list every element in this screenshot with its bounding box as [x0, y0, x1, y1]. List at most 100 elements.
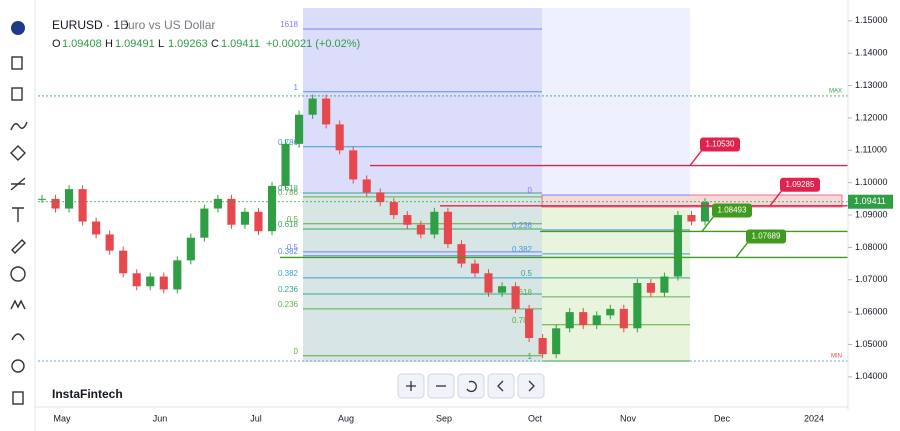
- candle: [213, 198, 222, 209]
- fib-tool[interactable]: [10, 177, 26, 191]
- price-tag: [780, 177, 820, 192]
- ohlc-value: 1.09263: [168, 38, 208, 50]
- candle: [538, 338, 547, 355]
- price-tag: [712, 203, 752, 218]
- candle: [78, 189, 87, 222]
- x-tick-label: Nov: [620, 413, 637, 423]
- y-tick-label: 1.04000: [855, 371, 888, 381]
- function-tool[interactable]: [10, 121, 28, 131]
- ohlc-key: H: [105, 38, 113, 50]
- symbol: EURUSD · 1D: [52, 18, 129, 32]
- y-tick-label: 1.06000: [855, 306, 888, 316]
- y-tick-label: 1.10000: [855, 177, 888, 187]
- cursor-tool[interactable]: [11, 56, 23, 70]
- x-tick-label: 2024: [804, 413, 824, 423]
- candle: [132, 273, 141, 287]
- y-tick-label: 1.11000: [855, 145, 887, 155]
- price-tag: [746, 229, 786, 244]
- candle: [525, 308, 534, 339]
- y-tick-label: 1.14000: [855, 48, 888, 58]
- candle: [416, 224, 425, 235]
- scroll-left-button[interactable]: [487, 373, 515, 399]
- candle: [308, 98, 317, 115]
- candle: [592, 315, 601, 326]
- x-tick-label: Sep: [436, 413, 452, 423]
- candle: [254, 211, 263, 232]
- fib-label: 0.236: [278, 285, 299, 294]
- candle: [159, 276, 168, 290]
- fib-label: 0.5: [521, 269, 533, 278]
- y-tick-label: 1.07000: [855, 274, 888, 284]
- scroll-right-button[interactable]: [517, 373, 545, 399]
- candle: [700, 202, 710, 222]
- candle: [362, 179, 371, 193]
- candle: [376, 192, 385, 203]
- text-tool[interactable]: [12, 207, 24, 222]
- price-tag: [700, 137, 740, 152]
- ohlc-key: C: [211, 38, 219, 50]
- fib-label: 0.786: [278, 138, 299, 147]
- fib-zone-right-top: [542, 8, 690, 195]
- fib-label: 0: [528, 186, 533, 195]
- fib-label: 1: [294, 83, 299, 92]
- pattern-tool[interactable]: [10, 299, 26, 310]
- ohlc-key: L: [158, 38, 164, 50]
- brush-tool[interactable]: [11, 239, 26, 254]
- logo-button[interactable]: [11, 21, 25, 35]
- right-icon: [528, 380, 535, 392]
- fib-label: 0.5: [287, 215, 299, 224]
- candle: [295, 114, 304, 144]
- node-tool[interactable]: [10, 145, 26, 161]
- last-price-tag: [848, 194, 893, 209]
- resistance-zone: [541, 194, 843, 208]
- ohlc-value: 1.09491: [115, 38, 155, 50]
- price-tag-label: 1.08493: [718, 206, 747, 215]
- ohlc-key: O: [52, 38, 61, 50]
- trash-tool[interactable]: [12, 391, 24, 405]
- fib-label: 0.382: [512, 245, 533, 254]
- left-icon: [497, 380, 504, 392]
- hide-tool[interactable]: [11, 359, 25, 373]
- candle: [619, 308, 628, 329]
- fib-label: 1618: [280, 20, 298, 29]
- reset-icon: [466, 380, 477, 393]
- min-label: MIN: [831, 354, 842, 360]
- fib-label: 0.236: [278, 300, 299, 309]
- magnet-tool[interactable]: [11, 333, 25, 341]
- candle: [37, 198, 47, 200]
- fib-label: 1: [528, 352, 533, 361]
- y-tick-label: 1.13000: [855, 80, 888, 90]
- x-tick-label: Oct: [528, 413, 543, 423]
- x-tick-label: Jun: [153, 413, 168, 423]
- emoji-tool[interactable]: [10, 266, 26, 282]
- y-tick-label: 1.08000: [855, 242, 888, 252]
- candle: [65, 189, 74, 209]
- candle: [511, 286, 520, 309]
- fib-label: 0.618: [512, 288, 533, 297]
- price-tag-label: 1.07689: [752, 232, 781, 241]
- bar-tool[interactable]: [11, 87, 23, 101]
- candle: [349, 150, 358, 180]
- plot: MAXMIN161810.7860.6180.7860.50.6180.50.3…: [37, 20, 848, 362]
- x-tick-label: Aug: [338, 413, 354, 423]
- candle: [443, 211, 452, 245]
- fib-label: 0.618: [278, 220, 299, 229]
- plus-icon: [406, 381, 416, 391]
- candle: [146, 276, 155, 287]
- fib-label: 0.786: [278, 188, 299, 197]
- x-tick-label: Jul: [250, 413, 262, 423]
- fib-label: 0.786: [512, 316, 533, 325]
- ohlc-value: 1.09411: [221, 38, 260, 50]
- price-tag-label: 1.10530: [706, 140, 735, 149]
- brand: InstaFintech: [52, 387, 123, 401]
- candle: [457, 244, 466, 264]
- candle: [552, 328, 561, 355]
- reset-button[interactable]: [457, 373, 485, 399]
- candle: [403, 215, 412, 225]
- y-tick-label: 1.05000: [855, 339, 888, 349]
- candle: [322, 98, 331, 125]
- candle: [92, 221, 101, 235]
- candle: [484, 273, 493, 293]
- fib-label: 0: [294, 347, 299, 356]
